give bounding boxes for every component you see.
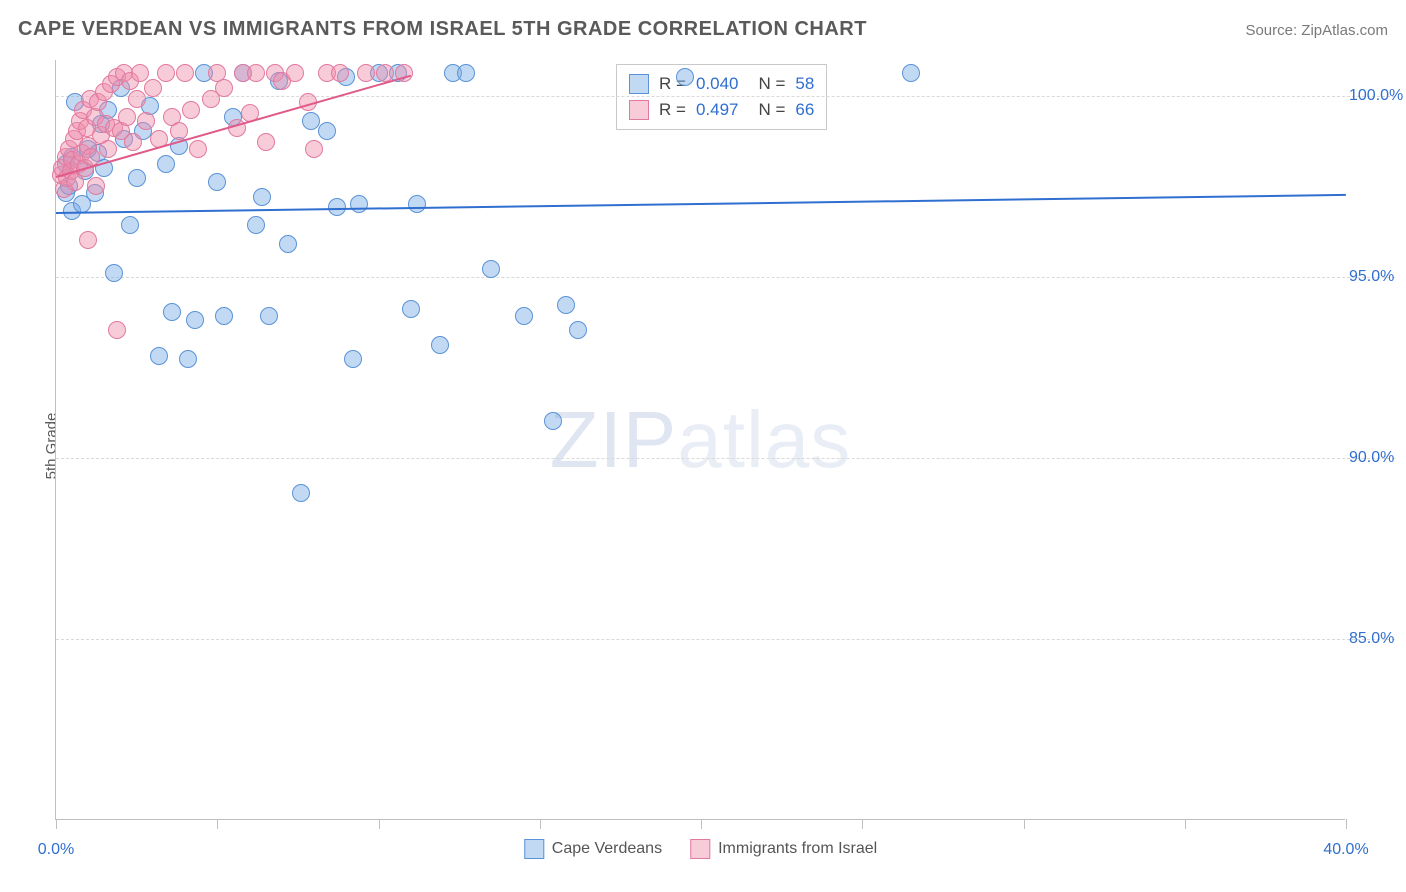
data-point-israel (144, 79, 162, 97)
y-tick-label: 100.0% (1349, 87, 1406, 105)
data-point-cape (902, 64, 920, 82)
x-tick (862, 819, 863, 829)
data-point-cape (247, 216, 265, 234)
legend-label-cape: Cape Verdeans (552, 840, 662, 857)
data-point-cape (215, 307, 233, 325)
data-point-cape (253, 188, 271, 206)
data-point-israel (170, 122, 188, 140)
data-point-cape (344, 350, 362, 368)
legend-label-israel: Immigrants from Israel (718, 840, 877, 857)
x-tick (217, 819, 218, 829)
data-point-israel (124, 133, 142, 151)
data-point-israel (128, 90, 146, 108)
data-point-cape (482, 260, 500, 278)
data-point-israel (108, 321, 126, 339)
trend-line-cape (56, 194, 1346, 214)
data-point-israel (131, 64, 149, 82)
stat-row-israel: R = 0.497N = 66 (629, 97, 814, 123)
x-tick-label: 0.0% (38, 841, 74, 859)
data-point-israel (99, 140, 117, 158)
data-point-cape (515, 307, 533, 325)
gridline-horizontal (56, 458, 1395, 459)
data-point-cape (457, 64, 475, 82)
data-point-cape (157, 155, 175, 173)
legend: Cape Verdeans Immigrants from Israel (524, 839, 877, 859)
data-point-israel (157, 64, 175, 82)
data-point-cape (350, 195, 368, 213)
data-point-cape (302, 112, 320, 130)
legend-swatch-israel (690, 839, 710, 859)
stat-row-cape: R = 0.040N = 58 (629, 71, 814, 97)
data-point-cape (186, 311, 204, 329)
x-tick (701, 819, 702, 829)
x-tick (1346, 819, 1347, 829)
data-point-israel (176, 64, 194, 82)
data-point-cape (121, 216, 139, 234)
data-point-cape (676, 68, 694, 86)
data-point-cape (402, 300, 420, 318)
data-point-israel (189, 140, 207, 158)
data-point-israel (137, 112, 155, 130)
y-tick-label: 95.0% (1349, 268, 1406, 286)
legend-item-cape: Cape Verdeans (524, 839, 662, 859)
data-point-israel (79, 231, 97, 249)
y-tick-label: 85.0% (1349, 630, 1406, 648)
data-point-israel (118, 108, 136, 126)
y-tick-label: 90.0% (1349, 449, 1406, 467)
x-tick (56, 819, 57, 829)
data-point-cape (279, 235, 297, 253)
data-point-cape (557, 296, 575, 314)
watermark: ZIPatlas (550, 394, 851, 486)
x-tick (540, 819, 541, 829)
scatter-plot-area: ZIPatlas R = 0.040N = 58R = 0.497N = 66 … (55, 60, 1345, 820)
x-tick (1024, 819, 1025, 829)
data-point-israel (215, 79, 233, 97)
data-point-israel (286, 64, 304, 82)
gridline-horizontal (56, 277, 1395, 278)
data-point-cape (292, 484, 310, 502)
legend-swatch-israel (629, 100, 649, 120)
legend-swatch-cape (629, 74, 649, 94)
data-point-cape (569, 321, 587, 339)
data-point-cape (208, 173, 226, 191)
data-point-israel (305, 140, 323, 158)
x-tick (1185, 819, 1186, 829)
source-attribution: Source: ZipAtlas.com (1245, 22, 1388, 39)
data-point-cape (179, 350, 197, 368)
data-point-cape (544, 412, 562, 430)
data-point-cape (150, 347, 168, 365)
data-point-cape (128, 169, 146, 187)
data-point-israel (331, 64, 349, 82)
x-tick-label: 40.0% (1323, 841, 1368, 859)
legend-item-israel: Immigrants from Israel (690, 839, 877, 859)
data-point-cape (408, 195, 426, 213)
data-point-cape (105, 264, 123, 282)
data-point-israel (357, 64, 375, 82)
data-point-cape (260, 307, 278, 325)
data-point-israel (247, 64, 265, 82)
data-point-israel (182, 101, 200, 119)
data-point-israel (87, 177, 105, 195)
data-point-cape (318, 122, 336, 140)
data-point-cape (431, 336, 449, 354)
gridline-horizontal (56, 96, 1395, 97)
chart-title: CAPE VERDEAN VS IMMIGRANTS FROM ISRAEL 5… (18, 18, 867, 41)
data-point-cape (163, 303, 181, 321)
legend-swatch-cape (524, 839, 544, 859)
gridline-horizontal (56, 639, 1395, 640)
data-point-israel (257, 133, 275, 151)
x-tick (379, 819, 380, 829)
